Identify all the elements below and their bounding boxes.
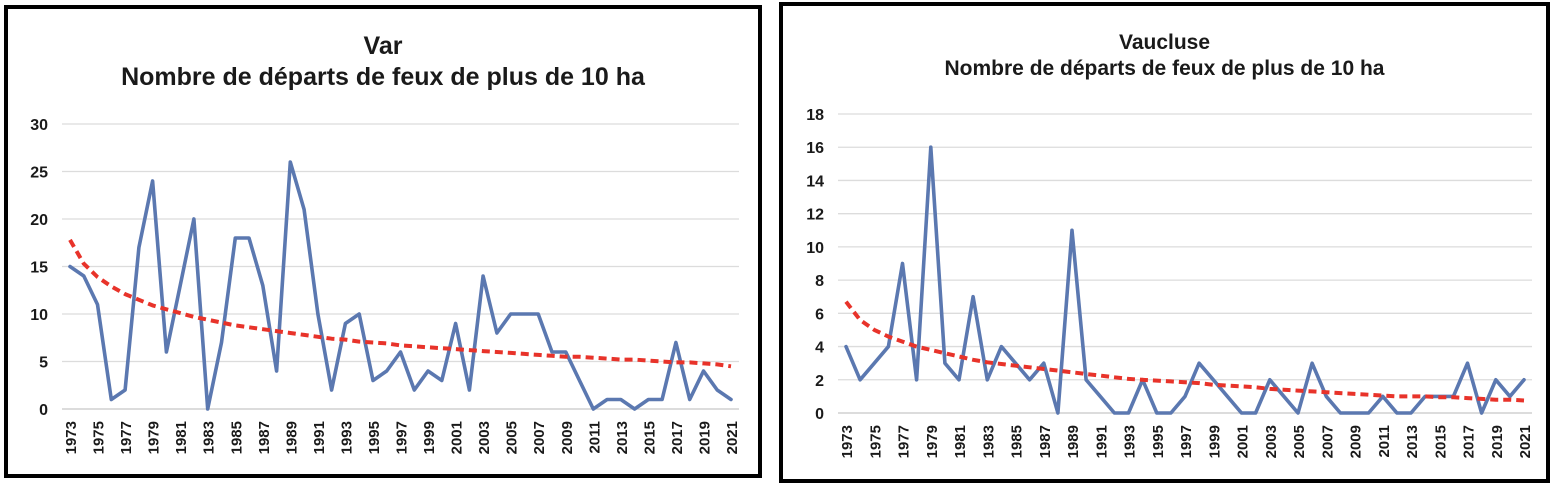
x-tick-label: 1973: [839, 425, 856, 458]
x-tick-label: 1995: [366, 421, 383, 454]
x-tick-label: 1985: [1009, 425, 1026, 458]
x-tick-label: 1987: [256, 421, 273, 454]
x-tick-label: 2003: [476, 421, 493, 454]
y-tick-label: 2: [815, 373, 824, 390]
chart-title-line-2: Nombre de départs de feux de plus de 10 …: [944, 57, 1385, 81]
series-line: [68, 160, 733, 411]
x-tick-label: 1989: [1065, 425, 1082, 458]
y-tick-label: 6: [815, 306, 824, 323]
y-tick-label: 30: [30, 117, 48, 134]
x-tick-label: 2005: [1291, 425, 1308, 458]
x-tick-label: 1993: [338, 421, 355, 454]
x-tick-label: 1981: [173, 421, 190, 454]
y-tick-label: 0: [815, 406, 824, 423]
chart-plot-vaucluse: 0 2 4 6 8 10 12 14 16 18 1973 1975 1977 1979 1981 1983 1…: [806, 107, 1534, 458]
x-tick-label: 1999: [421, 421, 438, 454]
trend-line: [68, 238, 732, 369]
x-tick-label: 1983: [201, 421, 218, 454]
x-tick-label: 1981: [952, 425, 969, 458]
y-tick-label: 18: [806, 107, 824, 124]
x-tick-label: 1991: [311, 421, 328, 454]
x-tick-label: 1991: [1093, 425, 1110, 458]
x-tick-label: 1975: [867, 425, 884, 458]
x-tick-label: 2019: [696, 421, 713, 454]
x-tick-label: 1997: [394, 421, 411, 454]
chart-title-line-1: Vaucluse: [1118, 31, 1211, 54]
chart-title-line-1: Var: [363, 32, 403, 60]
x-tick-label: 1983: [980, 425, 997, 458]
x-tick-label: 1987: [1037, 425, 1054, 458]
x-tick-label: 1979: [924, 425, 941, 458]
y-tick-label: 5: [39, 355, 48, 372]
trend-line: [844, 300, 1525, 403]
chart-plot-var: 0 5 10 15 20 25 30 1973 1975 1977 1979 1981 1983 1985…: [30, 117, 741, 454]
x-tick-label: 1997: [1178, 425, 1195, 458]
x-tick-label: 2013: [614, 421, 631, 454]
x-tick-label: 2005: [504, 421, 521, 454]
x-tick-label: 1975: [91, 421, 108, 454]
y-tick-label: 25: [30, 165, 48, 182]
x-tick-label: 2001: [1235, 425, 1252, 458]
y-tick-label: 0: [39, 402, 48, 419]
x-tick-label: 2017: [1461, 425, 1478, 458]
x-tick-label: 2007: [1319, 425, 1336, 458]
x-tick-label: 2015: [1432, 425, 1449, 458]
x-tick-label: 2009: [559, 421, 576, 454]
y-tick-label: 14: [806, 173, 824, 190]
x-tick-label: 2009: [1348, 425, 1365, 458]
x-tick-label: 2015: [641, 421, 658, 454]
chart-title: Vaucluse Nombre de départs de feux de pl…: [783, 30, 1546, 83]
chart-panel-var: Var Nombre de départs de feux de plus de…: [4, 5, 762, 478]
x-tick-label: 1977: [896, 425, 913, 458]
x-tick-label: 1973: [63, 421, 80, 454]
x-tick-label: 2011: [1376, 425, 1393, 458]
x-tick-label: 1989: [283, 421, 300, 454]
chart-title-line-2: Nombre de départs de feux de plus de 10 …: [121, 63, 645, 92]
y-tick-label: 16: [806, 140, 824, 157]
y-tick-label: 10: [30, 307, 48, 324]
x-tick-label: 1985: [228, 421, 245, 454]
y-tick-label: 8: [815, 273, 824, 290]
series-line: [844, 145, 1526, 415]
x-tick-label: 2017: [669, 421, 686, 454]
x-tick-label: 2013: [1404, 425, 1421, 458]
x-tick-label: 1993: [1122, 425, 1139, 458]
x-tick-label: 2021: [724, 421, 741, 454]
x-tick-label: 2001: [449, 421, 466, 454]
x-tick-label: 2021: [1517, 425, 1534, 458]
chart-panel-vaucluse: Vaucluse Nombre de départs de feux de pl…: [779, 2, 1550, 483]
x-tick-label: 2011: [586, 421, 603, 454]
y-tick-label: 4: [815, 340, 824, 357]
x-tick-label: 2007: [531, 421, 548, 454]
x-tick-label: 1999: [1206, 425, 1223, 458]
y-tick-label: 10: [806, 240, 824, 257]
chart-title: Var Nombre de départs de feux de plus de…: [8, 31, 758, 94]
x-tick-label: 1979: [146, 421, 163, 454]
x-tick-label: 1977: [118, 421, 135, 454]
y-tick-label: 12: [806, 207, 824, 224]
y-tick-label: 15: [30, 260, 48, 277]
y-tick-label: 20: [30, 212, 48, 229]
x-tick-label: 2019: [1489, 425, 1506, 458]
x-tick-label: 1995: [1150, 425, 1167, 458]
x-tick-label: 2003: [1263, 425, 1280, 458]
